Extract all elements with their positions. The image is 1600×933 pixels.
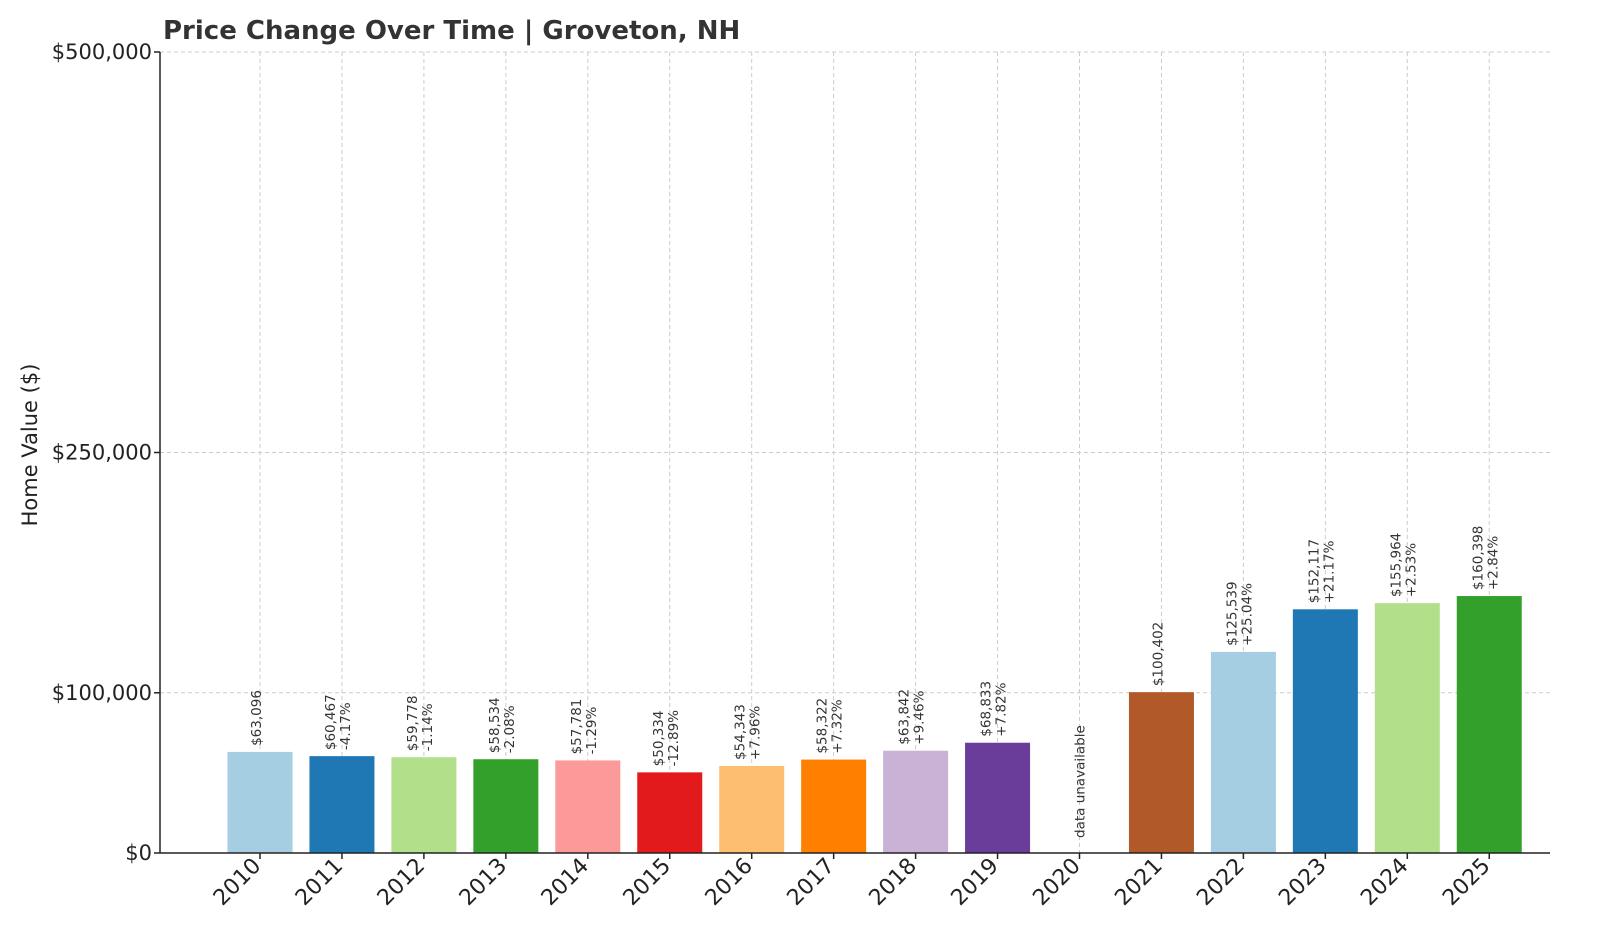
chart-title: Price Change Over Time | Groveton, NH [163,16,740,46]
x-tick-label: 2018 [865,854,922,911]
value-label: $58,322 [815,698,831,754]
bar-2010 [227,751,293,853]
change-label: -1.29% [584,707,600,755]
grid-lines [160,51,1550,853]
value-label: $160,398 [1470,526,1486,590]
value-label: $60,467 [323,694,339,750]
change-label: -4.17% [338,702,354,750]
bar-2013 [473,759,539,853]
change-label: -1.14% [420,703,436,751]
change-label: +2.84% [1485,536,1501,590]
value-label: $68,833 [979,681,995,737]
x-tick-label: 2011 [291,854,348,911]
value-label: $63,842 [897,689,913,745]
bar-2021 [1128,692,1194,853]
x-tick-label: 2021 [1110,854,1167,911]
bar-2019 [965,742,1031,853]
x-ticks: 2010 2011 2012 2013 2014 2015 2016 2017 2018 2019… [209,854,1496,911]
y-tick-label: $250,000 [52,441,152,465]
x-tick-label: 2010 [209,854,266,911]
bar-2018 [883,750,949,853]
x-tick-label: 2024 [1356,854,1413,911]
bar-2023 [1292,609,1358,853]
bar-2024 [1374,603,1440,853]
unavailable-label: data unavailable [1073,725,1089,838]
x-tick-label: 2012 [373,854,430,911]
x-tick-label: 2016 [701,854,758,911]
change-label: +2.53% [1403,543,1419,597]
y-tick-label: $500,000 [52,40,152,64]
x-tick-label: 2019 [947,854,1004,911]
value-label: $155,964 [1388,533,1404,597]
change-label: +7.82% [994,682,1010,736]
bar-2011 [309,756,375,853]
value-label: $57,781 [569,699,585,755]
bar-2022 [1210,651,1276,853]
x-tick-label: 2025 [1438,854,1495,911]
value-label: $152,117 [1306,539,1322,603]
change-label: +21.17% [1321,540,1337,603]
change-label: +9.46% [912,690,928,744]
value-label: $63,096 [249,690,265,746]
x-tick-label: 2020 [1028,854,1085,911]
value-label: $50,334 [651,711,667,767]
x-tick-label: 2023 [1274,854,1331,911]
y-tick-label: $0 [125,841,152,865]
bar-2012 [391,757,457,853]
bar-2016 [719,765,785,853]
bar-2015 [637,772,703,853]
x-tick-label: 2022 [1192,854,1249,911]
x-tick-label: 2015 [619,854,676,911]
change-label: +7.96% [748,706,764,760]
bar-2014 [555,760,621,853]
y-ticks: $0 $100,000 $250,000 $500,000 [52,40,152,865]
x-tick-label: 2014 [537,854,594,911]
change-label: -12.89% [666,710,682,767]
x-tick-label: 2013 [455,854,512,911]
change-label: -2.08% [502,705,518,753]
bars [227,596,1522,853]
change-label: +7.32% [830,699,846,753]
value-label: $54,343 [733,704,749,760]
value-label: $58,534 [487,697,503,753]
data-labels: $63,096 $60,467 -4.17% $59,778 -1.14% $58,534… [249,526,1501,838]
bar-2017 [801,759,867,853]
axes [154,51,1550,859]
x-tick-label: 2017 [783,854,840,911]
bar-2025 [1456,596,1522,853]
value-label: $100,402 [1150,622,1166,686]
value-label: $125,539 [1224,581,1240,645]
y-axis-label: Home Value ($) [18,364,42,527]
y-tick-label: $100,000 [52,681,152,705]
change-label: +25.04% [1239,583,1255,646]
value-label: $59,778 [405,695,421,751]
